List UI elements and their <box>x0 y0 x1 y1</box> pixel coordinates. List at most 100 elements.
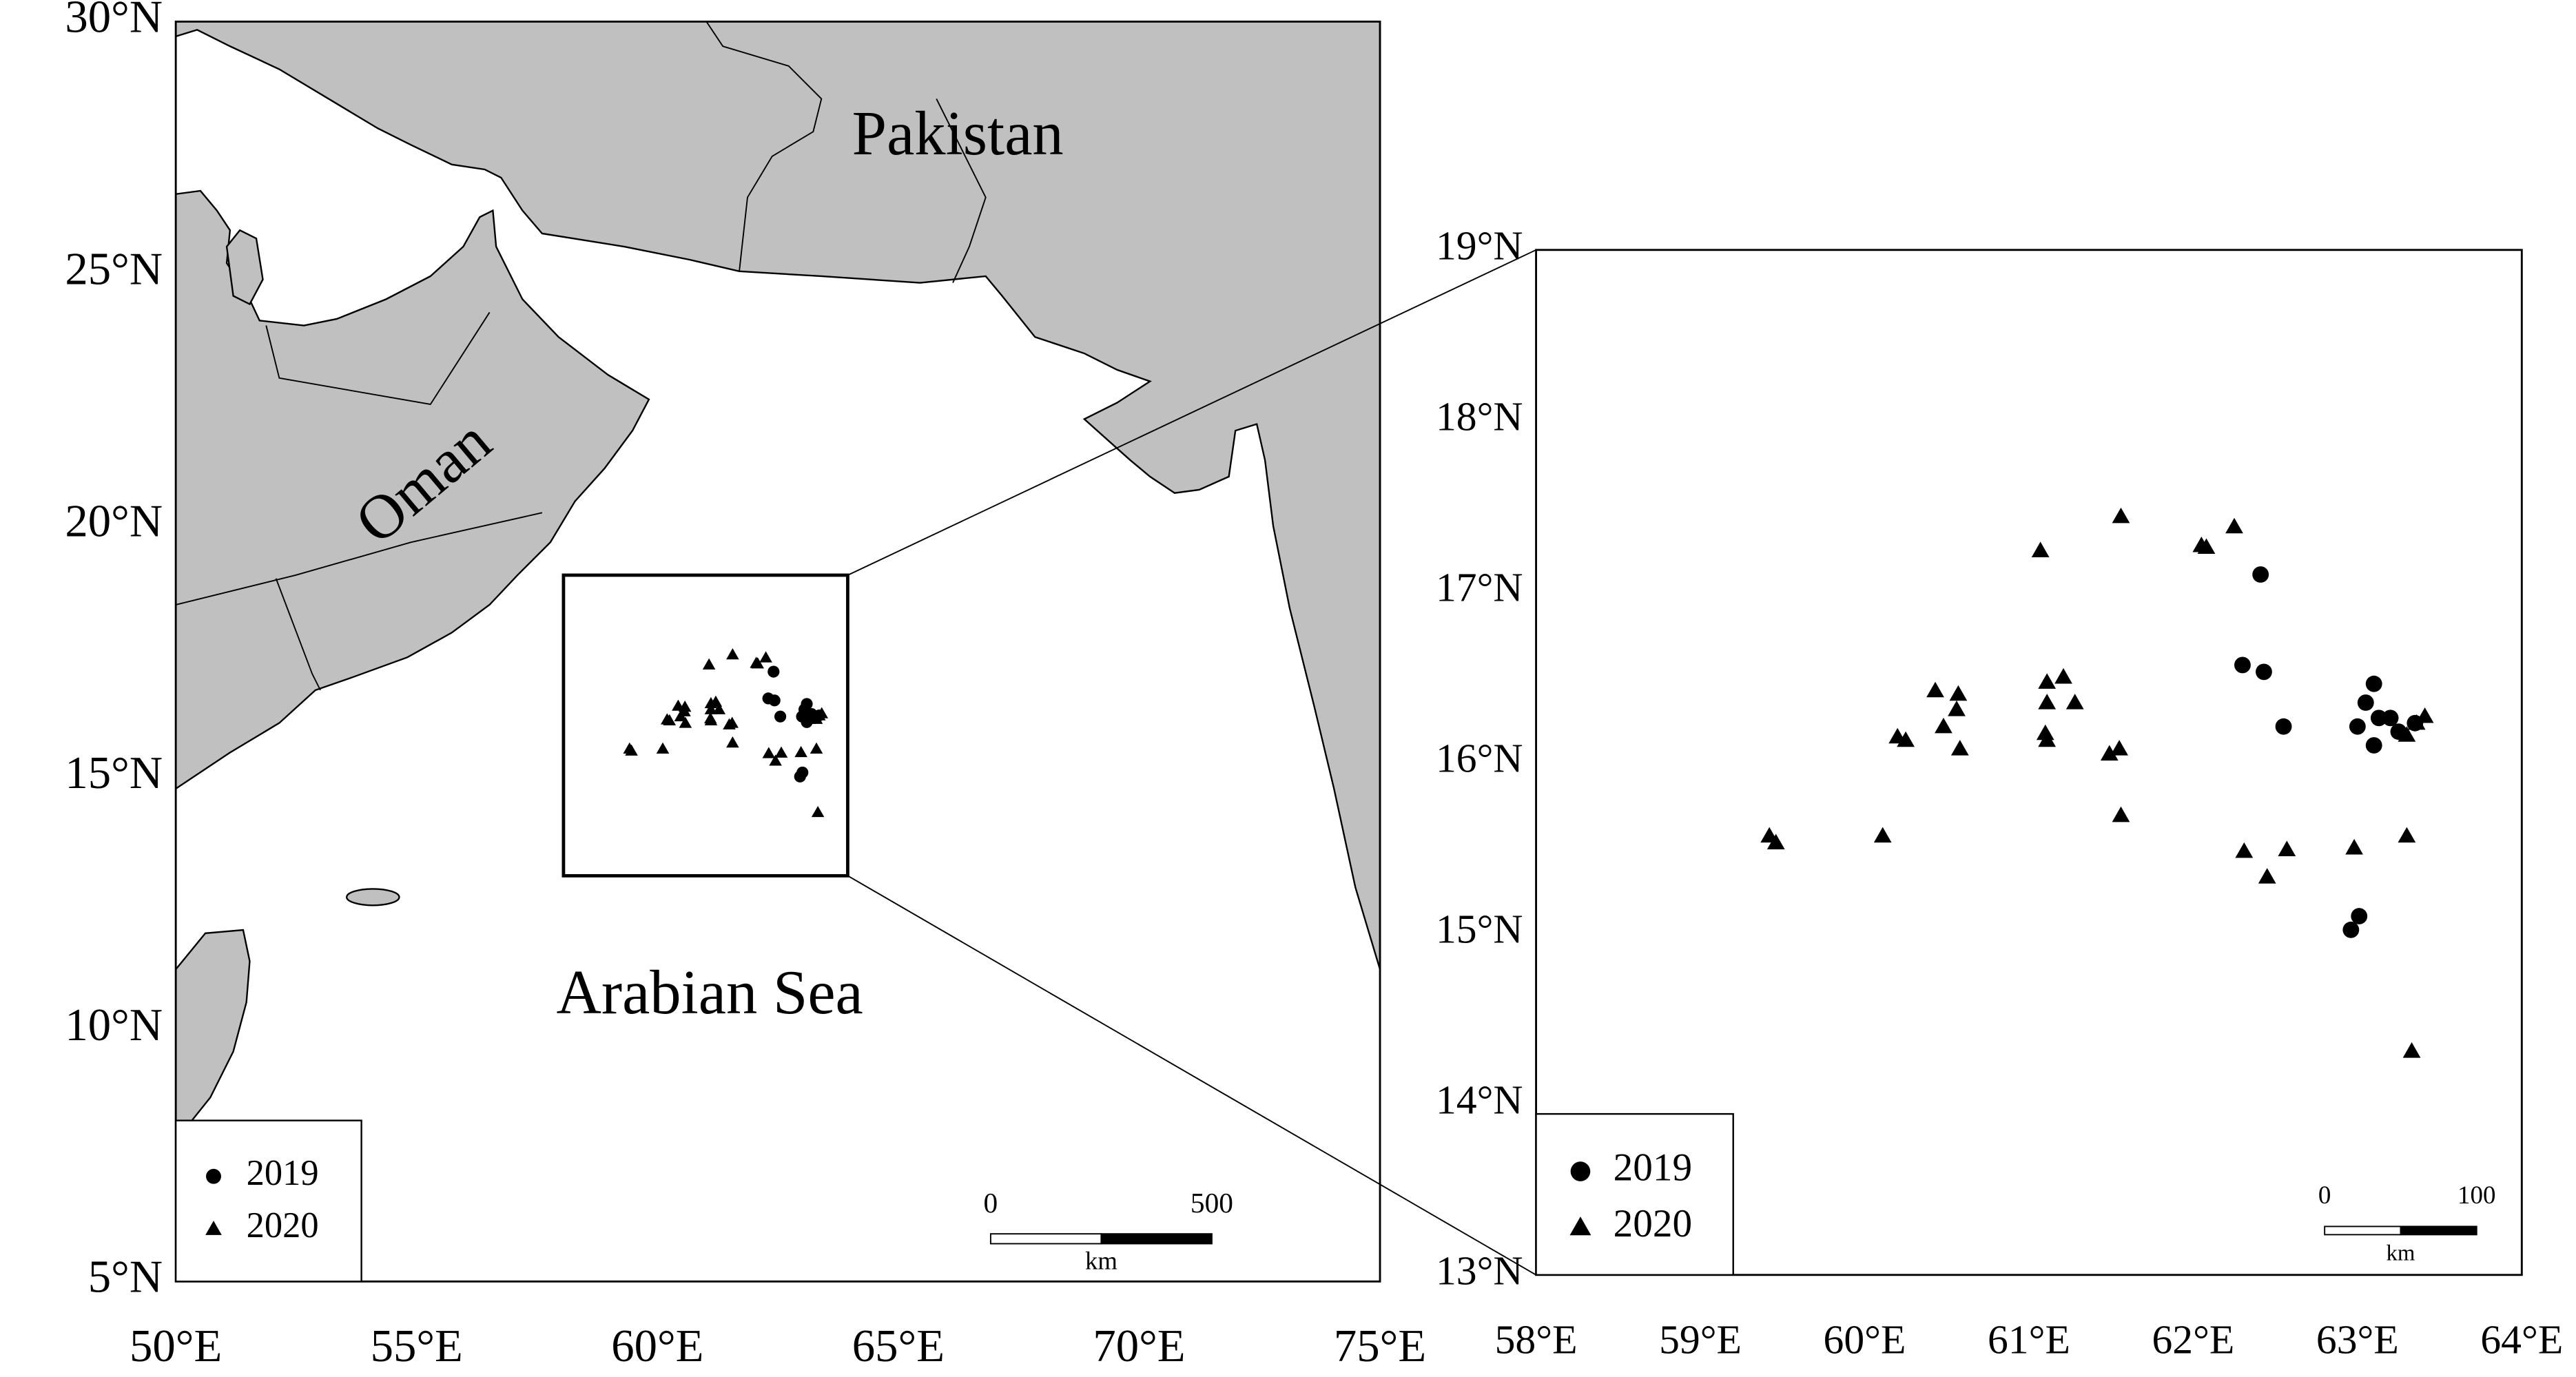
data-point <box>2038 731 2057 747</box>
data-point <box>1950 740 1969 756</box>
x-tick-label: 70°E <box>1093 1321 1185 1371</box>
x-tick-label: 75°E <box>1334 1321 1426 1371</box>
scale-bar-label: 0 <box>984 1187 998 1219</box>
data-point <box>2256 663 2272 681</box>
land-qatar <box>225 229 264 306</box>
data-point <box>725 716 739 728</box>
legend-marker <box>206 1168 221 1184</box>
data-point <box>1897 731 1915 747</box>
data-point <box>2351 908 2368 924</box>
data-point <box>2036 724 2054 741</box>
data-point <box>1948 701 1966 716</box>
data-point <box>751 657 764 669</box>
y-tick-label: 25°N <box>65 244 163 294</box>
data-point <box>2252 566 2269 583</box>
border-line <box>936 99 987 283</box>
x-tick-label: 58°E <box>1495 1317 1578 1363</box>
x-tick-label: 55°E <box>371 1321 463 1371</box>
x-tick-label: 64°E <box>2480 1317 2563 1363</box>
data-point <box>2275 718 2292 735</box>
data-point <box>656 742 670 754</box>
scale-bar-segment <box>2324 1225 2402 1236</box>
data-point <box>1926 681 1944 698</box>
legend-label: 2019 <box>247 1153 319 1193</box>
x-tick-label: 62°E <box>2152 1317 2234 1363</box>
inset-box <box>561 573 849 878</box>
data-point <box>774 746 788 758</box>
data-point <box>704 703 718 714</box>
data-point <box>2234 656 2251 674</box>
y-tick-label: 17°N <box>1436 564 1523 610</box>
data-point <box>1873 827 1892 843</box>
border-line <box>275 578 321 691</box>
data-point <box>2054 667 2072 684</box>
y-tick-label: 5°N <box>88 1252 163 1303</box>
data-point <box>2031 541 2050 557</box>
data-point <box>812 709 826 721</box>
data-point <box>2407 714 2426 730</box>
data-point <box>2225 517 2243 534</box>
data-point <box>794 770 806 783</box>
data-point <box>2345 838 2363 855</box>
y-tick-label: 18°N <box>1436 394 1523 439</box>
data-point <box>2398 726 2416 742</box>
data-point <box>1935 717 1952 734</box>
data-point <box>726 736 739 748</box>
y-tick-label: 20°N <box>65 496 163 546</box>
x-tick-label: 65°E <box>852 1321 945 1371</box>
legend-box <box>174 1119 362 1283</box>
data-point <box>2357 694 2374 711</box>
data-point <box>2100 745 2119 761</box>
x-tick-label: 59°E <box>1659 1317 1742 1363</box>
data-point <box>810 742 823 754</box>
legend-marker <box>205 1221 222 1235</box>
y-tick-label: 14°N <box>1436 1077 1523 1122</box>
connector-line <box>847 249 1536 576</box>
scale-bar-label: 0 <box>2318 1181 2331 1209</box>
legend-box <box>1535 1112 1734 1276</box>
data-point <box>2278 840 2296 856</box>
data-point <box>726 648 739 660</box>
border-line <box>176 512 543 605</box>
data-point <box>794 745 807 758</box>
data-point <box>663 714 677 726</box>
x-tick-label: 60°E <box>611 1321 703 1371</box>
data-point <box>2065 694 2084 710</box>
data-point <box>762 747 776 758</box>
data-point <box>702 658 716 670</box>
data-point <box>2197 538 2216 554</box>
scale-bar-segment <box>989 1233 1102 1245</box>
main-frame <box>174 20 1381 1283</box>
data-point <box>2112 806 2130 822</box>
data-point <box>767 665 780 678</box>
data-point <box>2342 921 2360 938</box>
legend-label: 2020 <box>247 1205 319 1245</box>
data-point <box>2398 827 2416 843</box>
data-point <box>2415 707 2434 723</box>
data-point <box>2402 1042 2421 1058</box>
data-point <box>2382 710 2399 727</box>
data-point <box>2349 718 2366 735</box>
data-point <box>2365 737 2382 754</box>
scale-bar-label: 100 <box>2457 1181 2495 1209</box>
data-point <box>2110 740 2128 756</box>
legend-label: 2020 <box>1614 1202 1692 1245</box>
data-point <box>1949 685 1968 701</box>
place-label: Arabian Sea <box>556 957 863 1027</box>
inset-frame <box>1535 249 2523 1276</box>
data-point <box>704 714 718 726</box>
land-socotra <box>345 888 400 907</box>
y-tick-label: 16°N <box>1436 735 1523 780</box>
y-tick-label: 15°N <box>65 748 163 798</box>
x-tick-label: 50°E <box>130 1321 222 1371</box>
scale-bar-segment <box>1100 1233 1213 1245</box>
legend-marker <box>1570 1161 1591 1181</box>
land-layer <box>176 21 1381 1139</box>
data-point <box>712 703 726 714</box>
data-point <box>811 805 825 818</box>
y-tick-label: 15°N <box>1436 906 1523 951</box>
y-tick-label: 30°N <box>65 0 163 43</box>
scale-bar-unit: km <box>1085 1247 1117 1275</box>
